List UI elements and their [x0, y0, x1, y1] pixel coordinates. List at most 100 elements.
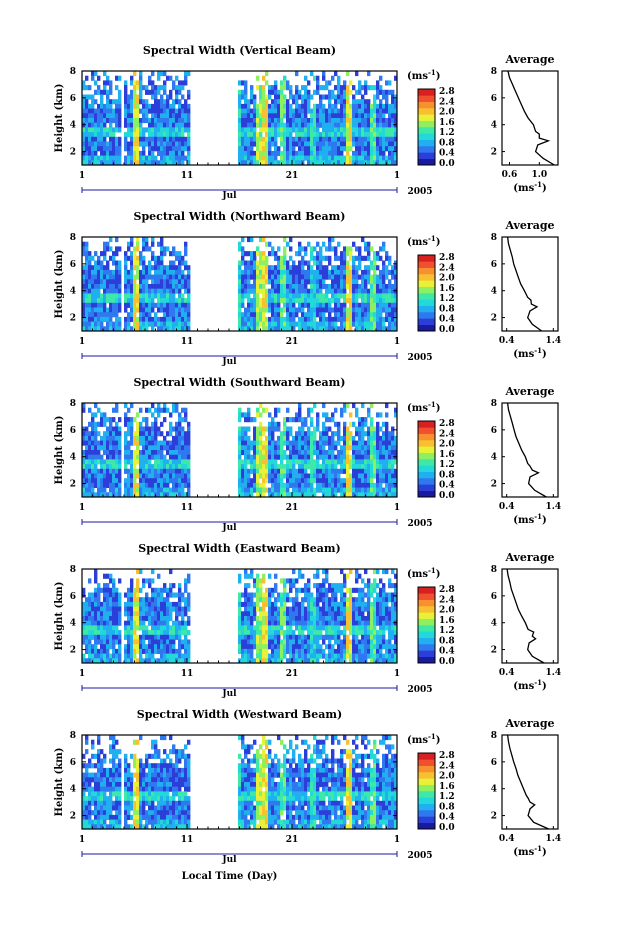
heatmap-cell	[148, 450, 152, 456]
heatmap-cell	[298, 298, 302, 304]
heatmap-cell	[82, 426, 86, 432]
heatmap-cell	[349, 421, 353, 427]
heatmap-cell	[280, 284, 284, 290]
year-label: 2005	[407, 353, 432, 363]
heatmap-cell	[262, 260, 266, 266]
heatmap-cell	[253, 132, 257, 138]
heatmap-cell	[88, 616, 92, 622]
heatmap-cell	[349, 307, 353, 313]
heatmap-cell	[280, 450, 284, 456]
heatmap-cell	[88, 478, 92, 484]
heatmap-cell	[118, 122, 122, 128]
heatmap-cell	[130, 241, 134, 247]
heatmap-cell	[328, 478, 332, 484]
heatmap-cell	[97, 639, 101, 645]
heatmap-cell	[88, 435, 92, 441]
heatmap-cell	[169, 611, 173, 617]
heatmap-cell	[340, 141, 344, 147]
heatmap-cell	[109, 246, 113, 252]
y-tick-label: 2	[70, 314, 76, 324]
heatmap-cell	[145, 293, 149, 299]
heatmap-cell	[181, 155, 185, 161]
heatmap-cell	[388, 464, 392, 470]
heatmap-cell	[178, 492, 182, 498]
heatmap-cell	[133, 417, 137, 423]
heatmap-cell	[148, 302, 152, 308]
heatmap-cell	[109, 302, 113, 308]
heatmap-cell	[382, 146, 386, 152]
heatmap-cell	[169, 464, 173, 470]
heatmap-cell	[244, 108, 248, 114]
heatmap-cell	[238, 487, 242, 493]
heatmap-cell	[151, 85, 155, 91]
heatmap-cell	[337, 454, 341, 460]
heatmap-cell	[139, 468, 143, 474]
heatmap-cell	[148, 298, 152, 304]
heatmap-cell	[292, 321, 296, 327]
heatmap-cell	[94, 459, 98, 465]
heatmap-cell	[388, 478, 392, 484]
heatmap-cell	[181, 307, 185, 313]
heatmap-cell	[127, 597, 131, 603]
heatmap-cell	[265, 274, 269, 280]
heatmap-cell	[109, 445, 113, 451]
heatmap-cell	[151, 89, 155, 95]
heatmap-cell	[361, 132, 365, 138]
heatmap-cell	[91, 592, 95, 598]
heatmap-cell	[142, 321, 146, 327]
heatmap-cell	[133, 616, 137, 622]
heatmap-cell	[103, 89, 107, 95]
heatmap-cell	[172, 326, 176, 332]
heatmap-cell	[289, 482, 293, 488]
heatmap-cell	[109, 255, 113, 261]
heatmap-cell	[112, 431, 116, 437]
heatmap-cell	[379, 155, 383, 161]
heatmap-cell	[118, 150, 122, 156]
heatmap-cell	[127, 141, 131, 147]
colorbar-tick-label: 2.8	[439, 419, 455, 429]
heatmap-cell	[373, 118, 377, 124]
heatmap-cell	[307, 435, 311, 441]
heatmap-cell	[286, 431, 290, 437]
heatmap-cell	[295, 127, 299, 133]
heatmap-cell	[253, 293, 257, 299]
heatmap-cell	[301, 103, 305, 109]
heatmap-cell	[127, 611, 131, 617]
heatmap-cell	[100, 122, 104, 128]
heatmap-cell	[115, 407, 119, 413]
heatmap-cell	[238, 246, 242, 252]
heatmap-cell	[340, 127, 344, 133]
heatmap-cell	[262, 103, 266, 109]
heatmap-cell	[100, 307, 104, 313]
heatmap-cell	[175, 307, 179, 313]
heatmap-cell	[118, 298, 122, 304]
heatmap-cell	[175, 435, 179, 441]
heatmap-cell	[283, 85, 287, 91]
heatmap-cell	[112, 653, 116, 659]
heatmap-cell	[163, 316, 167, 322]
heatmap-cell	[238, 127, 242, 133]
heatmap-cell	[130, 431, 134, 437]
heatmap-cell	[262, 99, 266, 105]
heatmap-cell	[142, 445, 146, 451]
heatmap-cell	[130, 80, 134, 86]
heatmap-cell	[106, 326, 110, 332]
heatmap-cell	[82, 616, 86, 622]
heatmap-cell	[109, 293, 113, 299]
heatmap-cell	[328, 113, 332, 119]
heatmap-cell	[94, 639, 98, 645]
heatmap-cell	[136, 569, 140, 575]
heatmap-cell	[238, 293, 242, 299]
heatmap-cell	[85, 445, 89, 451]
y-tick-label: 4	[70, 287, 76, 297]
heatmap-cell	[304, 85, 308, 91]
heatmap-cell	[178, 597, 182, 603]
heatmap-cell	[154, 284, 158, 290]
heatmap-cell	[352, 312, 356, 318]
heatmap-cell	[271, 468, 275, 474]
heatmap-cell	[124, 321, 128, 327]
heatmap-cell	[277, 274, 281, 280]
heatmap-cell	[157, 316, 161, 322]
heatmap-cell	[148, 658, 152, 664]
heatmap-cell	[118, 648, 122, 654]
